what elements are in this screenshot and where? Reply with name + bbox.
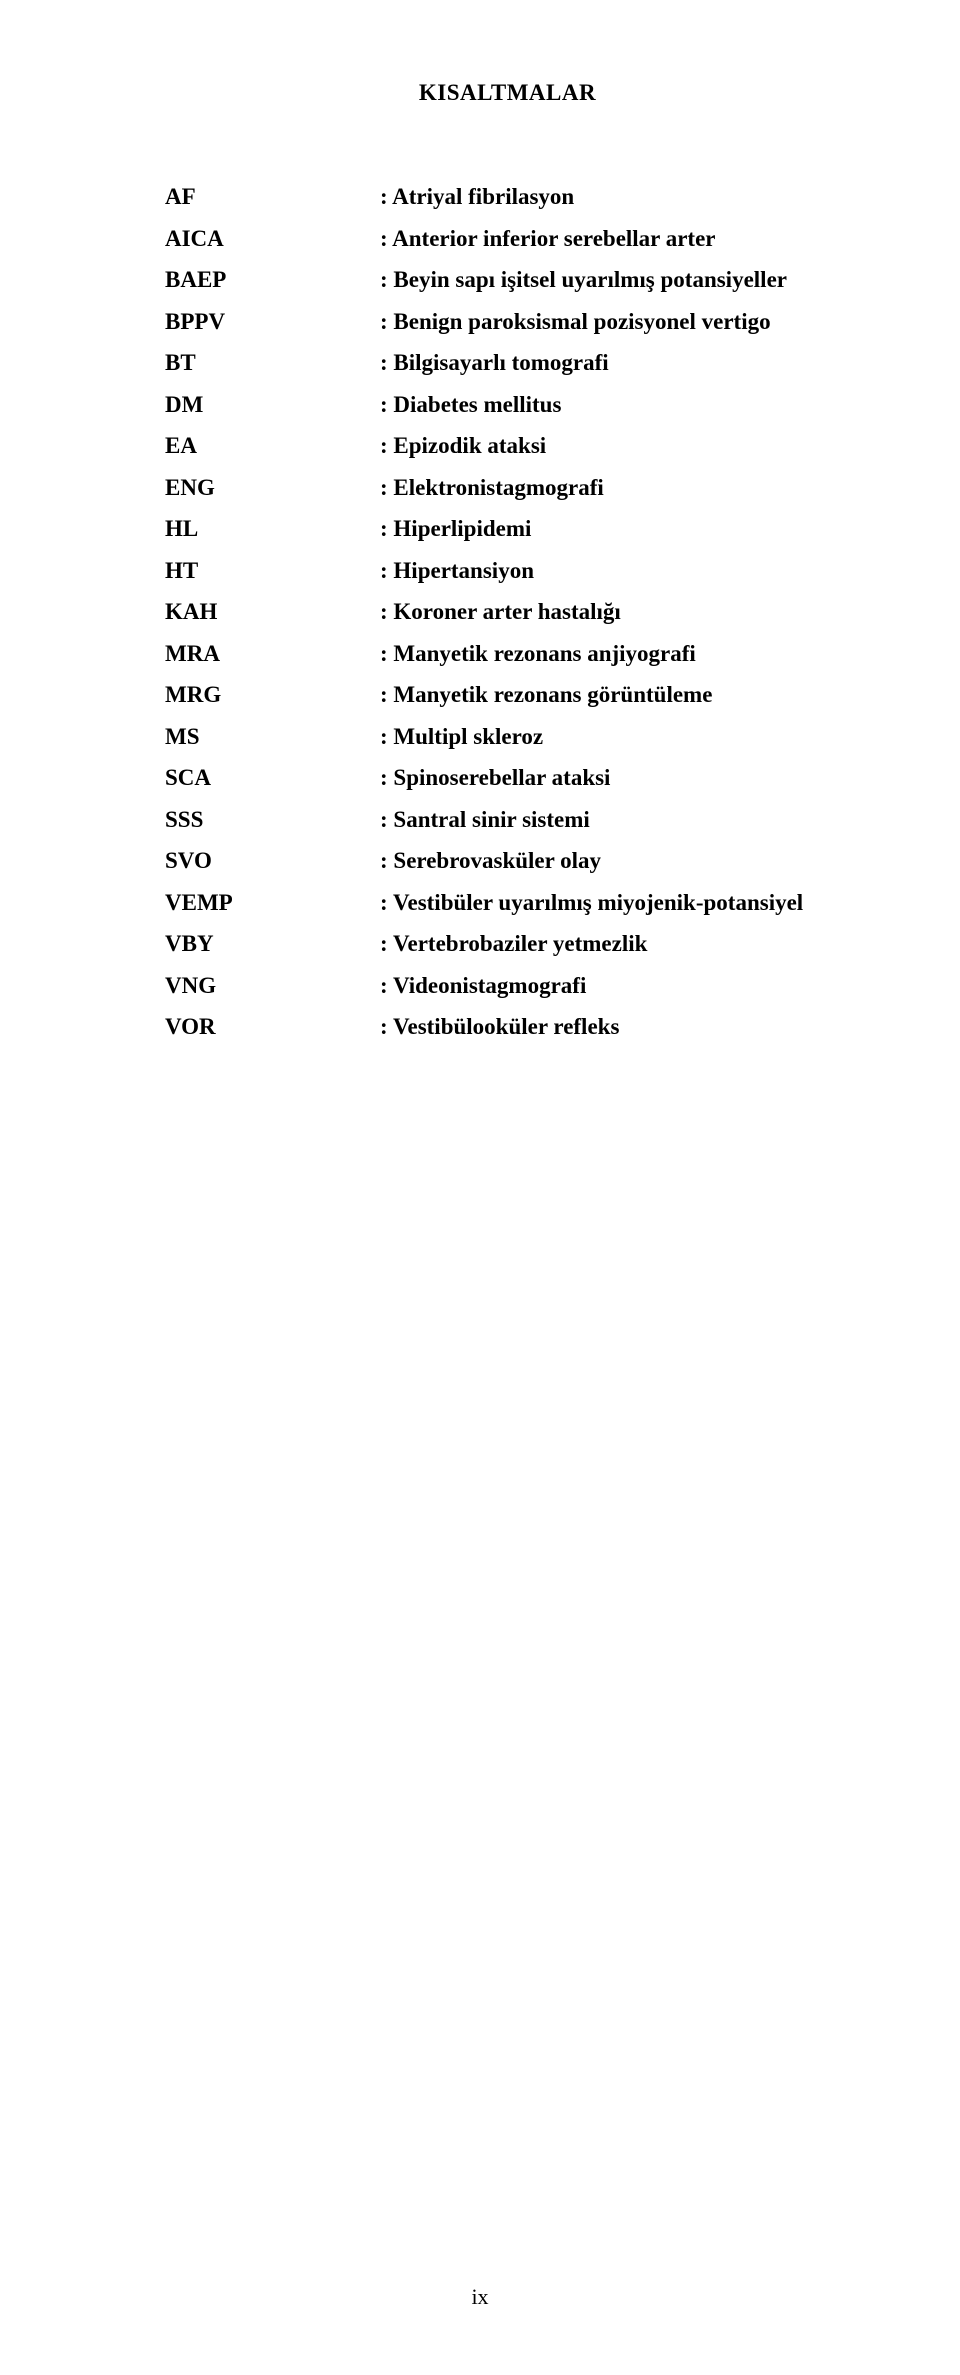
abbr-row: BT: Bilgisayarlı tomografi xyxy=(165,350,850,376)
abbr-key: SCA xyxy=(165,765,380,791)
abbr-key: SSS xyxy=(165,807,380,833)
abbr-key: HL xyxy=(165,516,380,542)
abbr-key: VOR xyxy=(165,1014,380,1040)
abbr-row: DM: Diabetes mellitus xyxy=(165,392,850,418)
page-number: ix xyxy=(471,2284,488,2310)
abbr-row: VEMP: Vestibüler uyarılmış miyojenik-pot… xyxy=(165,890,850,916)
abbr-value: : Bilgisayarlı tomografi xyxy=(380,350,609,376)
abbr-value: : Koroner arter hastalığı xyxy=(380,599,621,625)
abbr-row: AICA: Anterior inferior serebellar arter xyxy=(165,226,850,252)
abbr-value: : Epizodik ataksi xyxy=(380,433,546,459)
abbreviations-table: AF: Atriyal fibrilasyonAICA: Anterior in… xyxy=(165,184,850,1040)
abbr-row: BPPV: Benign paroksismal pozisyonel vert… xyxy=(165,309,850,335)
abbr-key: SVO xyxy=(165,848,380,874)
abbr-key: VBY xyxy=(165,931,380,957)
abbr-value: : Benign paroksismal pozisyonel vertigo xyxy=(380,309,771,335)
abbr-value: : Santral sinir sistemi xyxy=(380,807,590,833)
abbr-key: ENG xyxy=(165,475,380,501)
abbr-key: HT xyxy=(165,558,380,584)
abbr-value: : Hiperlipidemi xyxy=(380,516,531,542)
abbr-key: EA xyxy=(165,433,380,459)
abbr-key: VNG xyxy=(165,973,380,999)
abbr-value: : Vestibülooküler refleks xyxy=(380,1014,619,1040)
abbr-value: : Manyetik rezonans görüntüleme xyxy=(380,682,712,708)
abbr-value: : Diabetes mellitus xyxy=(380,392,561,418)
abbr-key: AF xyxy=(165,184,380,210)
abbr-row: VOR: Vestibülooküler refleks xyxy=(165,1014,850,1040)
abbr-row: SVO: Serebrovasküler olay xyxy=(165,848,850,874)
abbr-row: MS: Multipl skleroz xyxy=(165,724,850,750)
abbr-value: : Videonistagmografi xyxy=(380,973,586,999)
abbr-key: AICA xyxy=(165,226,380,252)
abbr-value: : Atriyal fibrilasyon xyxy=(380,184,574,210)
abbr-key: BT xyxy=(165,350,380,376)
abbr-value: : Spinoserebellar ataksi xyxy=(380,765,610,791)
abbr-value: : Vertebrobaziler yetmezlik xyxy=(380,931,647,957)
abbr-row: HL: Hiperlipidemi xyxy=(165,516,850,542)
abbr-row: EA: Epizodik ataksi xyxy=(165,433,850,459)
abbr-value: : Vestibüler uyarılmış miyojenik-potansi… xyxy=(380,890,803,916)
abbr-row: MRG: Manyetik rezonans görüntüleme xyxy=(165,682,850,708)
abbr-key: DM xyxy=(165,392,380,418)
page-title: KISALTMALAR xyxy=(165,80,850,106)
abbr-key: BPPV xyxy=(165,309,380,335)
abbr-value: : Manyetik rezonans anjiyografi xyxy=(380,641,696,667)
abbr-key: BAEP xyxy=(165,267,380,293)
abbr-key: MS xyxy=(165,724,380,750)
abbr-row: ENG: Elektronistagmografi xyxy=(165,475,850,501)
abbr-row: MRA: Manyetik rezonans anjiyografi xyxy=(165,641,850,667)
abbr-row: VNG: Videonistagmografi xyxy=(165,973,850,999)
abbr-row: KAH: Koroner arter hastalığı xyxy=(165,599,850,625)
abbr-value: : Elektronistagmografi xyxy=(380,475,604,501)
abbr-row: VBY: Vertebrobaziler yetmezlik xyxy=(165,931,850,957)
abbr-value: : Serebrovasküler olay xyxy=(380,848,601,874)
abbr-value: : Beyin sapı işitsel uyarılmış potansiye… xyxy=(380,267,787,293)
abbr-key: MRA xyxy=(165,641,380,667)
abbr-row: HT: Hipertansiyon xyxy=(165,558,850,584)
abbr-value: : Hipertansiyon xyxy=(380,558,534,584)
abbr-value: : Anterior inferior serebellar arter xyxy=(380,226,716,252)
abbr-row: SSS: Santral sinir sistemi xyxy=(165,807,850,833)
abbr-row: BAEP: Beyin sapı işitsel uyarılmış potan… xyxy=(165,267,850,293)
abbr-value: : Multipl skleroz xyxy=(380,724,543,750)
abbr-row: SCA: Spinoserebellar ataksi xyxy=(165,765,850,791)
abbr-key: MRG xyxy=(165,682,380,708)
abbr-key: KAH xyxy=(165,599,380,625)
abbr-row: AF: Atriyal fibrilasyon xyxy=(165,184,850,210)
abbr-key: VEMP xyxy=(165,890,380,916)
